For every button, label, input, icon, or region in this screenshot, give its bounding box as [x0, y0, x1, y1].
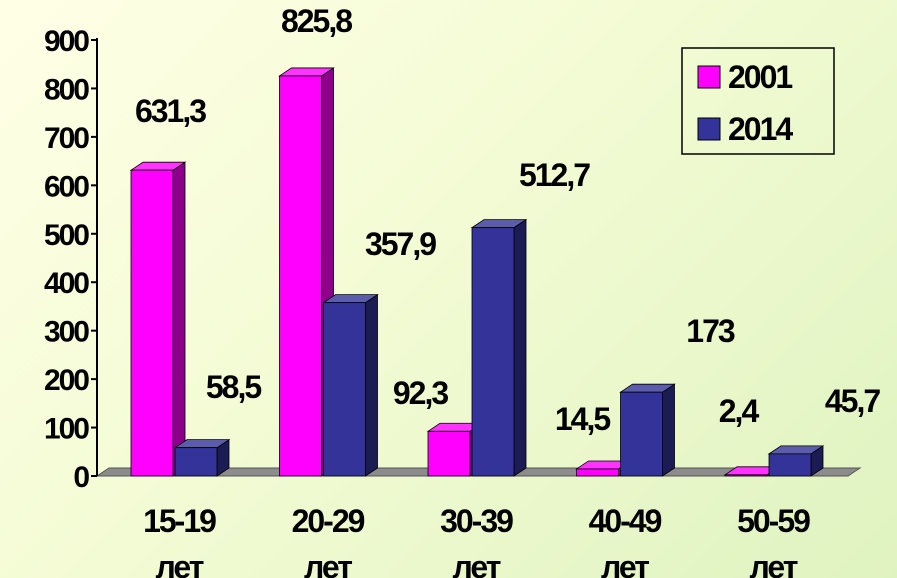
data-label-2014-4: 45,7	[825, 383, 880, 419]
category-label: лет	[156, 549, 204, 578]
bar-front	[724, 474, 768, 477]
legend: 2001 2014	[681, 47, 835, 155]
bar-front	[174, 447, 218, 477]
category-label: лет	[453, 549, 501, 578]
bar-2014-2	[470, 218, 528, 477]
category-label: лет	[601, 549, 649, 578]
data-label-2014-2: 512,7	[519, 157, 590, 193]
category-label: лет	[304, 549, 352, 578]
y-tick-label: 600	[44, 170, 89, 203]
y-axis: 0 100 200 300 400 500 600 700 800 900	[44, 25, 98, 494]
bar-side	[172, 161, 186, 477]
y-tick-label: 700	[44, 122, 89, 155]
category-label: лет	[750, 549, 798, 578]
y-tick-label: 500	[44, 219, 89, 252]
bar-2014-4	[767, 445, 825, 477]
bar-front	[576, 468, 619, 477]
data-label-2014-1: 357,9	[365, 226, 436, 262]
data-label-2014-0: 58,5	[206, 369, 261, 405]
y-tick-label: 900	[44, 25, 89, 58]
category-label: 30-39	[440, 503, 513, 539]
data-label-2001-3: 14,5	[555, 401, 610, 437]
y-tick-label: 0	[73, 461, 89, 494]
category-label: 40-49	[589, 503, 662, 539]
data-label-2001-4: 2,4	[719, 393, 760, 429]
data-label-2001-1: 825,8	[281, 3, 352, 39]
bar-front	[471, 227, 515, 477]
data-label-2014-3: 173	[686, 313, 735, 349]
bar-2014-1	[322, 293, 379, 477]
legend-swatch-2014	[697, 117, 721, 141]
bar-side	[365, 293, 378, 477]
category-label: 50-59	[737, 503, 810, 539]
bar-front	[620, 391, 663, 477]
y-tick-label: 200	[44, 364, 89, 397]
bar-2014-0	[173, 438, 231, 477]
y-tick-label: 800	[44, 73, 89, 106]
bars	[129, 67, 825, 477]
x-axis-labels: 15-19 лет 20-29 лет 30-39 лет 40-49 лет 50-59 лет	[143, 503, 812, 578]
data-label-2001-0: 631,3	[135, 93, 206, 129]
category-label: 20-29	[292, 503, 365, 539]
bar-front	[323, 302, 366, 477]
legend-label-2014: 2014	[728, 111, 793, 147]
y-tick-label: 100	[44, 413, 89, 446]
data-labels: 631,3 825,8 92,3 14,5 2,4 58,5 357,9 512,7 173 45…	[135, 3, 882, 437]
category-label: 15-19	[143, 503, 216, 539]
y-tick-label: 300	[44, 316, 89, 349]
bar-2014-3	[619, 383, 676, 477]
bar-front	[427, 430, 471, 477]
legend-label-2001: 2001	[728, 59, 792, 95]
y-tick-label: 400	[44, 267, 89, 300]
bar-front	[130, 169, 174, 477]
data-label-2001-2: 92,3	[393, 375, 448, 411]
bar-2001-0	[129, 161, 187, 477]
legend-swatch-2001	[697, 65, 721, 89]
bar-side	[513, 218, 527, 477]
legend-box	[681, 47, 835, 155]
bar-front	[279, 75, 322, 477]
bar-side	[662, 383, 675, 477]
bar-front	[768, 453, 812, 477]
